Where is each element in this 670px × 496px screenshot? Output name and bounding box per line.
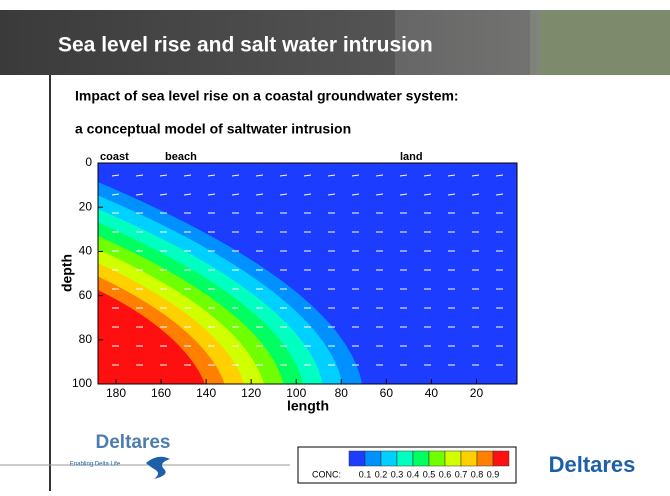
x-tick-label: 120: [241, 386, 261, 400]
chart-subtitle: a conceptual model of saltwater intrusio…: [75, 121, 351, 137]
colorbar-tick-label: 0.9: [487, 469, 500, 479]
colorbar-swatch: [413, 451, 429, 466]
colorbar-tick-label: 0.6: [439, 469, 452, 479]
x-axis-label: length: [287, 398, 329, 414]
annotation: beach: [165, 151, 197, 163]
page: Sea level rise and salt water intrusion …: [0, 0, 670, 496]
x-tick-label: 180: [106, 386, 126, 400]
header-photo: [540, 10, 670, 75]
colorbar-swatch: [461, 451, 477, 466]
colorbar-tick-label: 0.1: [359, 469, 372, 479]
slide-title: Sea level rise and salt water intrusion: [58, 34, 433, 57]
x-tick-label: 140: [196, 386, 216, 400]
annotation: land: [400, 151, 423, 163]
colorbar-tick-label: 0.5: [423, 469, 436, 479]
x-tick-label: 20: [470, 386, 484, 400]
chart-title: Impact of sea level rise on a coastal gr…: [75, 88, 459, 104]
colorbar-swatch: [349, 451, 365, 466]
y-tick-label: 100: [72, 376, 92, 390]
annotation: coast: [100, 151, 129, 163]
y-tick-label: 80: [79, 332, 93, 346]
logo-icon: [146, 457, 170, 479]
colorbar-swatch: [493, 451, 509, 466]
colorbar-tick-label: 0.8: [471, 469, 484, 479]
colorbar-swatch: [445, 451, 461, 466]
x-tick-label: 60: [380, 386, 394, 400]
colorbar-tick-label: 0.2: [375, 469, 388, 479]
colorbar-swatch: [429, 451, 445, 466]
colorbar-label: CONC:: [312, 469, 341, 479]
slide: Sea level rise and salt water intrusion …: [0, 0, 670, 491]
colorbar-tick-label: 0.7: [455, 469, 468, 479]
logo-left: Deltares: [96, 432, 171, 453]
colorbar-tick-label: 0.4: [407, 469, 420, 479]
x-tick-label: 80: [335, 386, 349, 400]
colorbar-swatch: [397, 451, 413, 466]
x-tick-label: 160: [151, 386, 171, 400]
logo-right: Deltares: [549, 452, 636, 477]
colorbar-swatch: [365, 451, 381, 466]
y-tick-label: 20: [79, 199, 93, 213]
y-tick-label: 60: [79, 288, 93, 302]
colorbar-tick-label: 0.3: [391, 469, 404, 479]
colorbar-swatch: [477, 451, 493, 466]
tagline: Enabling Delta Life: [70, 462, 121, 468]
y-axis-label: depth: [59, 254, 75, 292]
y-tick-label: 40: [79, 244, 93, 258]
y-tick-label: 0: [85, 155, 92, 169]
x-tick-label: 40: [425, 386, 439, 400]
colorbar-swatch: [381, 451, 397, 466]
